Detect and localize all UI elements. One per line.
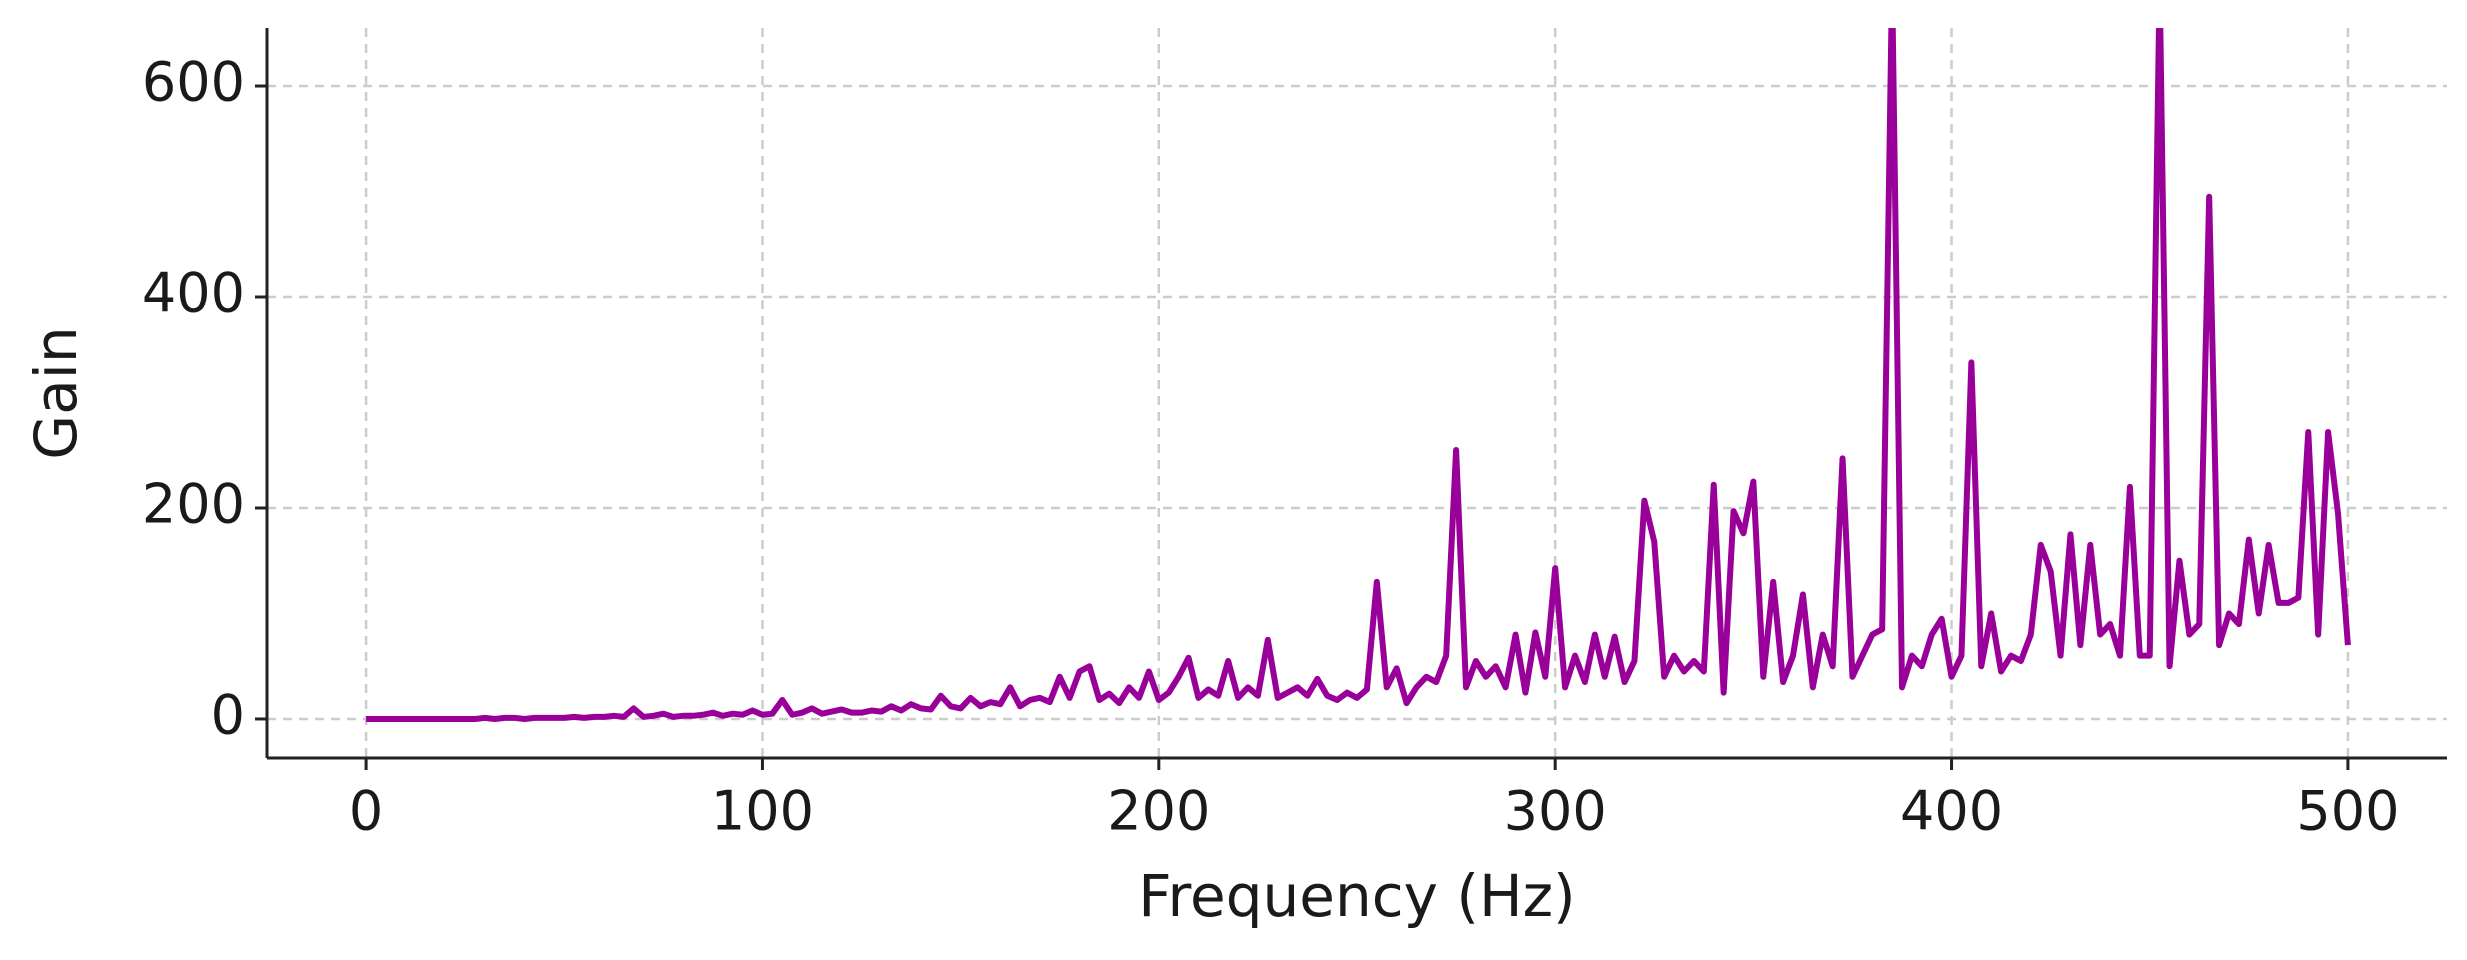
x-axis-label: Frequency (Hz) [1138,862,1575,930]
x-tick-label: 200 [1107,780,1210,843]
y-tick-label: 0 [211,684,245,747]
y-axis-label: Gain [22,326,90,459]
x-tick-label: 0 [349,780,383,843]
x-tick-label: 300 [1504,780,1607,843]
data-line [366,28,2351,722]
y-tick-label: 200 [142,473,245,536]
x-tick-label: 100 [711,780,814,843]
grid [267,28,2447,758]
y-tick-label: 600 [142,51,245,114]
y-tick-label: 400 [142,262,245,325]
x-tick-label: 500 [2296,780,2399,843]
ticks: 0 100 200 300 400 500 0 200 400 600 [142,51,2400,843]
plot-area [366,28,2351,722]
x-tick-label: 400 [1900,780,2003,843]
